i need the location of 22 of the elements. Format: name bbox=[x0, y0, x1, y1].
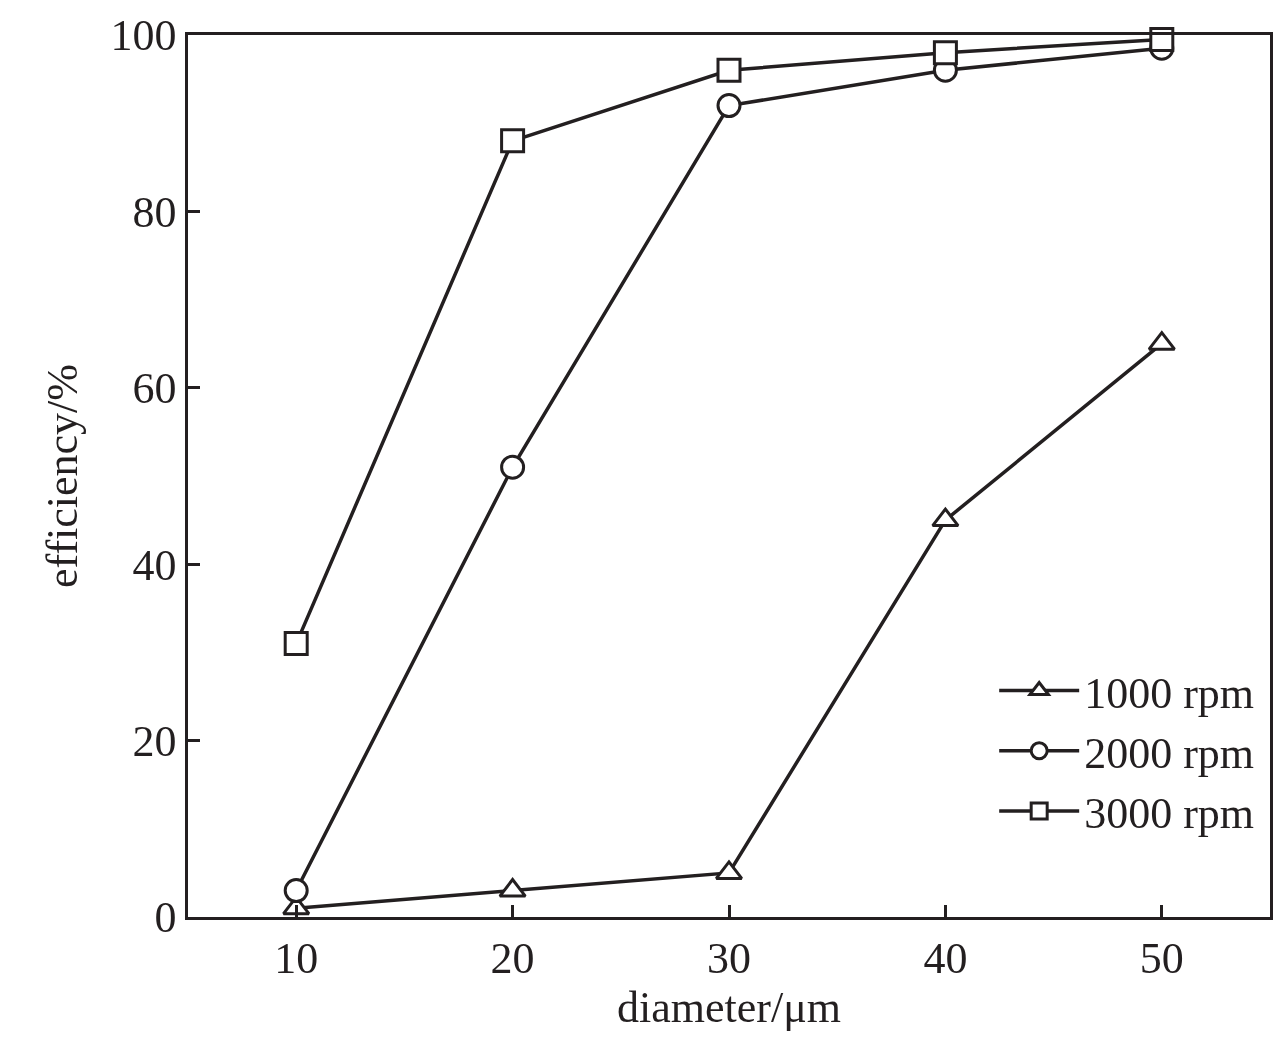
legend-label: 1000 rpm bbox=[1084, 668, 1255, 718]
y-tick-label: 60 bbox=[132, 364, 177, 414]
x-tick-label: 20 bbox=[490, 933, 535, 983]
legend-label: 2000 rpm bbox=[1084, 728, 1255, 778]
legend-label: 3000 rpm bbox=[1084, 789, 1255, 839]
point bbox=[931, 507, 960, 528]
x-axis-title: diameter/μm bbox=[617, 982, 841, 1032]
y-axis-title: efficiency/% bbox=[37, 364, 87, 588]
point bbox=[500, 128, 526, 154]
x-tick-label: 10 bbox=[274, 933, 319, 983]
x-tick-label: 30 bbox=[707, 933, 751, 983]
point bbox=[716, 57, 742, 83]
y-tick-label: 100 bbox=[110, 11, 177, 61]
point bbox=[500, 454, 526, 480]
point bbox=[716, 93, 742, 119]
y-tick-label: 40 bbox=[132, 540, 177, 590]
y-tick-label: 80 bbox=[132, 187, 177, 237]
x-tick-label: 50 bbox=[1139, 933, 1184, 983]
point bbox=[932, 40, 958, 66]
y-tick-label: 0 bbox=[154, 893, 177, 943]
x-tick-label: 40 bbox=[923, 933, 968, 983]
y-tick-label: 20 bbox=[132, 717, 177, 766]
